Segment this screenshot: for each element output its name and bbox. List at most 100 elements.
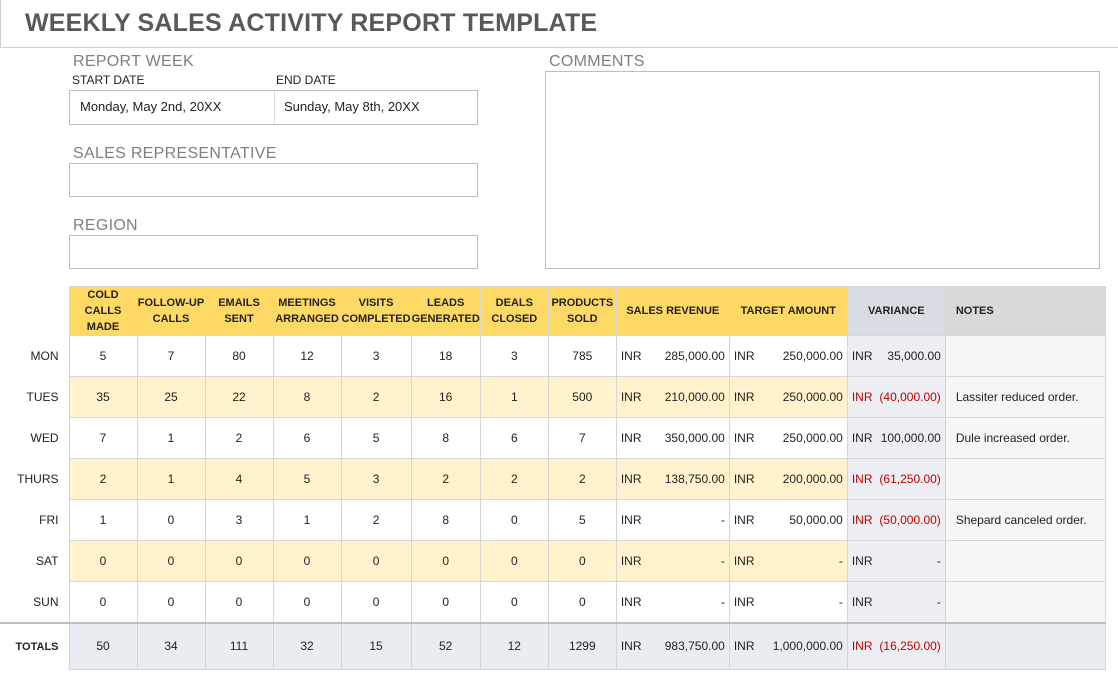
cell-target-amount[interactable]: INR -: [728, 540, 848, 582]
cell-variance[interactable]: INR 100,000.00: [846, 417, 946, 459]
cell-leads-generated[interactable]: 8: [410, 499, 481, 541]
cell-visits-completed[interactable]: 2: [340, 376, 412, 418]
cell-emails-sent[interactable]: 0: [204, 581, 274, 623]
cell-notes[interactable]: [944, 540, 1106, 582]
cell-variance[interactable]: INR -: [846, 540, 946, 582]
cell-variance[interactable]: INR (50,000.00): [846, 499, 946, 541]
cell-cold-calls[interactable]: 0: [68, 540, 138, 582]
cell-meetings-arranged: 32: [272, 621, 342, 670]
cell-sales-revenue[interactable]: INR 350,000.00: [615, 417, 730, 459]
cell-deals-closed[interactable]: 0: [479, 581, 549, 623]
cell-deals-closed[interactable]: 0: [479, 540, 549, 582]
end-date-value[interactable]: Sunday, May 8th, 20XX: [284, 99, 420, 114]
currency-code: INR: [620, 349, 642, 363]
day-label: SUN: [0, 581, 70, 623]
cell-deals-closed[interactable]: 1: [479, 376, 549, 418]
cell-emails-sent[interactable]: 22: [204, 376, 274, 418]
cell-meetings-arranged[interactable]: 0: [272, 540, 342, 582]
cell-target-amount[interactable]: INR 250,000.00: [728, 376, 848, 418]
cell-sales-revenue[interactable]: INR -: [615, 540, 730, 582]
cell-target-amount[interactable]: INR 250,000.00: [728, 417, 848, 459]
cell-visits-completed[interactable]: 0: [340, 581, 412, 623]
cell-products-sold[interactable]: 2: [547, 458, 617, 500]
cell-variance[interactable]: INR -: [846, 581, 946, 623]
cell-visits-completed[interactable]: 5: [340, 417, 412, 459]
report-week-field[interactable]: Monday, May 2nd, 20XX Sunday, May 8th, 2…: [69, 90, 478, 125]
cell-notes[interactable]: Shepard canceled order.: [944, 499, 1106, 541]
cell-sales-revenue[interactable]: INR -: [615, 581, 730, 623]
region-field[interactable]: [69, 235, 478, 269]
cell-products-sold[interactable]: 5: [547, 499, 617, 541]
cell-variance[interactable]: INR 35,000.00: [846, 335, 946, 377]
cell-sales-revenue[interactable]: INR 983,750.00: [615, 621, 730, 670]
cell-target-amount[interactable]: INR 50,000.00: [728, 499, 848, 541]
cell-meetings-arranged[interactable]: 0: [272, 581, 342, 623]
cell-visits-completed[interactable]: 2: [340, 499, 412, 541]
cell-products-sold[interactable]: 785: [547, 335, 617, 377]
cell-follow-up-calls[interactable]: 1: [136, 417, 206, 459]
cell-leads-generated[interactable]: 0: [410, 540, 481, 582]
cell-emails-sent[interactable]: 4: [204, 458, 274, 500]
cell-deals-closed[interactable]: 0: [479, 499, 549, 541]
cell-target-amount[interactable]: INR -: [728, 581, 848, 623]
cell-deals-closed[interactable]: 2: [479, 458, 549, 500]
cell-deals-closed[interactable]: 3: [479, 335, 549, 377]
comments-field[interactable]: [545, 71, 1100, 269]
cell-emails-sent[interactable]: 2: [204, 417, 274, 459]
cell-follow-up-calls[interactable]: 1: [136, 458, 206, 500]
start-date-value[interactable]: Monday, May 2nd, 20XX: [80, 99, 222, 114]
cell-leads-generated: 52: [410, 621, 481, 670]
cell-emails-sent[interactable]: 80: [204, 335, 274, 377]
cell-notes[interactable]: Dule increased order.: [944, 417, 1106, 459]
cell-follow-up-calls[interactable]: 7: [136, 335, 206, 377]
cell-deals-closed[interactable]: 6: [479, 417, 549, 459]
cell-leads-generated[interactable]: 18: [410, 335, 481, 377]
cell-visits-completed[interactable]: 0: [340, 540, 412, 582]
amount-value: -: [838, 594, 843, 609]
cell-sales-revenue[interactable]: INR 210,000.00: [615, 376, 730, 418]
cell-target-amount[interactable]: INR 200,000.00: [728, 458, 848, 500]
cell-follow-up-calls[interactable]: 0: [136, 540, 206, 582]
cell-target-amount[interactable]: INR 1,000,000.00: [728, 621, 848, 670]
cell-variance[interactable]: INR (40,000.00): [846, 376, 946, 418]
cell-visits-completed[interactable]: 3: [340, 335, 412, 377]
cell-follow-up-calls[interactable]: 25: [136, 376, 206, 418]
cell-sales-revenue[interactable]: INR 138,750.00: [615, 458, 730, 500]
cell-leads-generated[interactable]: 16: [410, 376, 481, 418]
cell-meetings-arranged[interactable]: 6: [272, 417, 342, 459]
cell-products-sold[interactable]: 7: [547, 417, 617, 459]
cell-cold-calls[interactable]: 2: [68, 458, 138, 500]
cell-meetings-arranged[interactable]: 1: [272, 499, 342, 541]
cell-emails-sent[interactable]: 0: [204, 540, 274, 582]
cell-visits-completed[interactable]: 3: [340, 458, 412, 500]
cell-cold-calls[interactable]: 0: [68, 581, 138, 623]
cell-cold-calls[interactable]: 7: [68, 417, 138, 459]
cell-target-amount[interactable]: INR 250,000.00: [728, 335, 848, 377]
cell-notes[interactable]: [944, 335, 1106, 377]
cell-emails-sent[interactable]: 3: [204, 499, 274, 541]
currency-code: INR: [733, 639, 755, 654]
cell-leads-generated[interactable]: 8: [410, 417, 481, 459]
cell-notes[interactable]: Lassiter reduced order.: [944, 376, 1106, 418]
cell-leads-generated[interactable]: 2: [410, 458, 481, 500]
cell-meetings-arranged[interactable]: 12: [272, 335, 342, 377]
cell-variance[interactable]: INR (16,250.00): [846, 621, 946, 670]
cell-products-sold[interactable]: 500: [547, 376, 617, 418]
cell-variance[interactable]: INR (61,250.00): [846, 458, 946, 500]
cell-follow-up-calls[interactable]: 0: [136, 581, 206, 623]
sales-rep-field[interactable]: [69, 163, 478, 197]
cell-notes[interactable]: [944, 581, 1106, 623]
cell-cold-calls[interactable]: 1: [68, 499, 138, 541]
cell-meetings-arranged[interactable]: 5: [272, 458, 342, 500]
cell-cold-calls[interactable]: 5: [68, 335, 138, 377]
cell-meetings-arranged[interactable]: 8: [272, 376, 342, 418]
title-bar: WEEKLY SALES ACTIVITY REPORT TEMPLATE: [0, 0, 1118, 48]
cell-products-sold[interactable]: 0: [547, 581, 617, 623]
cell-sales-revenue[interactable]: INR -: [615, 499, 730, 541]
cell-follow-up-calls[interactable]: 0: [136, 499, 206, 541]
cell-cold-calls[interactable]: 35: [68, 376, 138, 418]
cell-leads-generated[interactable]: 0: [410, 581, 481, 623]
cell-products-sold[interactable]: 0: [547, 540, 617, 582]
cell-notes[interactable]: [944, 458, 1106, 500]
cell-sales-revenue[interactable]: INR 285,000.00: [615, 335, 730, 377]
